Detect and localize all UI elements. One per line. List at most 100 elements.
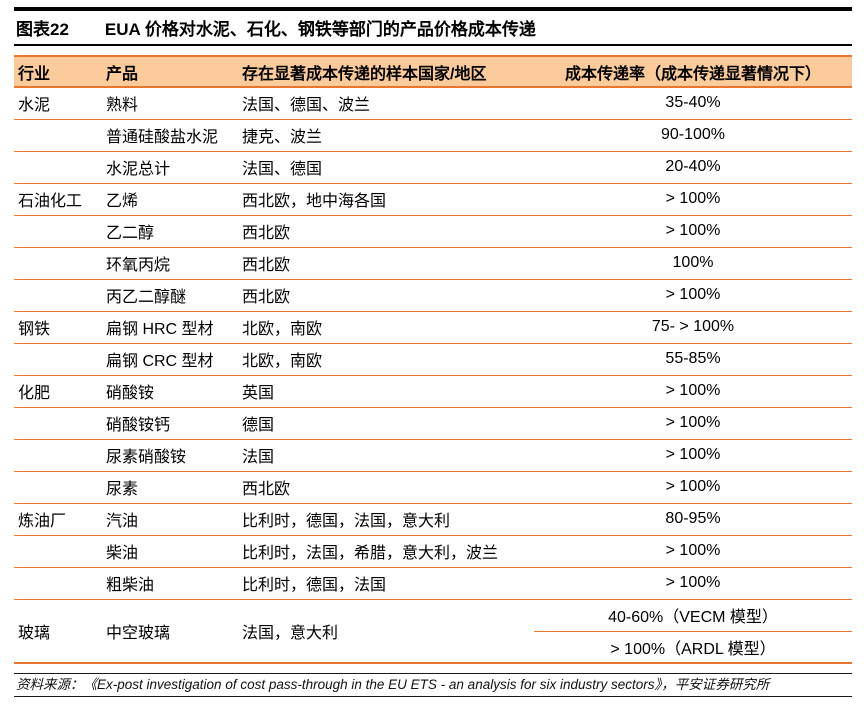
- table-body: 水泥 熟料 法国、德国、波兰 35-40% 普通硅酸盐水泥 捷克、波兰 90-1…: [14, 87, 852, 664]
- cell-product: 水泥总计: [102, 151, 238, 184]
- cell-regions: 西北欧: [238, 247, 534, 280]
- table-row-glass-ardl: > 100%（ARDL 模型）: [14, 631, 852, 663]
- cell-regions: 西北欧: [238, 279, 534, 312]
- table-row: 硝酸铵钙 德国 > 100%: [14, 407, 852, 440]
- cell-industry: [14, 119, 102, 152]
- cell-industry: 钢铁: [14, 311, 102, 344]
- cell-regions: 法国: [238, 439, 534, 472]
- table-row: 丙乙二醇醚 西北欧 > 100%: [14, 279, 852, 312]
- cell-rate: > 100%: [534, 439, 852, 472]
- table-row: 普通硅酸盐水泥 捷克、波兰 90-100%: [14, 119, 852, 152]
- cell-industry: [14, 151, 102, 184]
- table-row: 环氧丙烷 西北欧 100%: [14, 247, 852, 280]
- column-header-regions: 存在显著成本传递的样本国家/地区: [238, 55, 534, 88]
- cell-regions: 法国、德国: [238, 151, 534, 184]
- cell-product: 乙二醇: [102, 215, 238, 248]
- source-top-rule: [14, 673, 852, 674]
- cell-rate: 55-85%: [534, 343, 852, 376]
- cell-regions: 比利时，德国，法国，意大利: [238, 503, 534, 536]
- cell-product: 环氧丙烷: [102, 247, 238, 280]
- table-row: 柴油 比利时，法国，希腊，意大利，波兰 > 100%: [14, 535, 852, 568]
- table-row: 炼油厂 汽油 比利时，德国，法国，意大利 80-95%: [14, 503, 852, 536]
- table-row: 化肥 硝酸铵 英国 > 100%: [14, 375, 852, 408]
- cell-product: 中空玻璃: [102, 599, 238, 664]
- cell-industry: 玻璃: [14, 599, 102, 664]
- cell-industry: [14, 279, 102, 312]
- cell-product: 扁钢 CRC 型材: [102, 343, 238, 376]
- table-row: 尿素硝酸铵 法国 > 100%: [14, 439, 852, 472]
- cell-rate: 20-40%: [534, 151, 852, 184]
- cell-industry: 水泥: [14, 87, 102, 120]
- cell-rate: > 100%: [534, 535, 852, 568]
- cell-rate: 90-100%: [534, 119, 852, 152]
- cell-product: 扁钢 HRC 型材: [102, 311, 238, 344]
- table-row: 石油化工 乙烯 西北欧，地中海各国 > 100%: [14, 183, 852, 216]
- cell-industry: [14, 471, 102, 504]
- cell-regions: 北欧，南欧: [238, 311, 534, 344]
- cell-rate: 80-95%: [534, 503, 852, 536]
- report-exhibit-page: 图表22 EUA 价格对水泥、石化、钢铁等部门的产品价格成本传递 行业 产品 存…: [14, 7, 852, 697]
- cell-rate: > 100%: [534, 183, 852, 216]
- cell-rate: > 100%: [534, 471, 852, 504]
- cell-product: 汽油: [102, 503, 238, 536]
- cell-product: 硝酸铵: [102, 375, 238, 408]
- column-header-product: 产品: [102, 55, 238, 88]
- table-row: 粗柴油 比利时，德国，法国 > 100%: [14, 567, 852, 600]
- cell-product: 尿素: [102, 471, 238, 504]
- cell-regions: 西北欧，地中海各国: [238, 183, 534, 216]
- cell-regions: 捷克、波兰: [238, 119, 534, 152]
- cell-product: 乙烯: [102, 183, 238, 216]
- cell-regions: 英国: [238, 375, 534, 408]
- table-header: 行业 产品 存在显著成本传递的样本国家/地区 成本传递率（成本传递显著情况下）: [14, 55, 852, 88]
- source-bottom-rule: [14, 696, 852, 697]
- cell-rate: > 100%: [534, 279, 852, 312]
- cell-product: 粗柴油: [102, 567, 238, 600]
- cell-industry: [14, 407, 102, 440]
- table-row: 扁钢 CRC 型材 北欧，南欧 55-85%: [14, 343, 852, 376]
- cell-product: 普通硅酸盐水泥: [102, 119, 238, 152]
- cell-rate: > 100%: [534, 567, 852, 600]
- source-block: 资料来源：《Ex-post investigation of cost pass…: [14, 673, 852, 697]
- cell-rate: > 100%: [534, 407, 852, 440]
- cell-industry: [14, 247, 102, 280]
- cell-industry: [14, 439, 102, 472]
- source-note: 资料来源：《Ex-post investigation of cost pass…: [16, 677, 770, 692]
- table-header-row: 行业 产品 存在显著成本传递的样本国家/地区 成本传递率（成本传递显著情况下）: [14, 55, 852, 88]
- cell-rate-vecm: 40-60%（VECM 模型）: [534, 599, 852, 632]
- top-rule: [14, 7, 852, 11]
- cell-regions: 比利时，法国，希腊，意大利，波兰: [238, 535, 534, 568]
- cell-regions: 德国: [238, 407, 534, 440]
- cell-rate: 100%: [534, 247, 852, 280]
- table-row: 水泥总计 法国、德国 20-40%: [14, 151, 852, 184]
- cell-rate: 75- > 100%: [534, 311, 852, 344]
- cell-industry: [14, 343, 102, 376]
- column-header-rate: 成本传递率（成本传递显著情况下）: [534, 55, 852, 88]
- cell-rate: 35-40%: [534, 87, 852, 120]
- column-header-industry: 行业: [14, 55, 102, 88]
- cell-regions: 西北欧: [238, 471, 534, 504]
- cell-rate: > 100%: [534, 215, 852, 248]
- figure-header: 图表22 EUA 价格对水泥、石化、钢铁等部门的产品价格成本传递: [14, 11, 852, 44]
- cell-industry: 化肥: [14, 375, 102, 408]
- cell-regions: 北欧，南欧: [238, 343, 534, 376]
- title-underline: [14, 44, 852, 46]
- cell-product: 丙乙二醇醚: [102, 279, 238, 312]
- cell-rate-ardl: > 100%（ARDL 模型）: [610, 640, 776, 658]
- cell-product: 硝酸铵钙: [102, 407, 238, 440]
- cell-industry: [14, 567, 102, 600]
- cell-industry: 炼油厂: [14, 503, 102, 536]
- cell-regions: 法国，意大利: [238, 599, 534, 664]
- cell-product: 柴油: [102, 535, 238, 568]
- cell-product: 熟料: [102, 87, 238, 120]
- table-row: 尿素 西北欧 > 100%: [14, 471, 852, 504]
- table-row: 钢铁 扁钢 HRC 型材 北欧，南欧 75- > 100%: [14, 311, 852, 344]
- cell-regions: 西北欧: [238, 215, 534, 248]
- cell-industry: 石油化工: [14, 183, 102, 216]
- cell-regions: 比利时，德国，法国: [238, 567, 534, 600]
- table-row: 水泥 熟料 法国、德国、波兰 35-40%: [14, 87, 852, 120]
- cell-product: 尿素硝酸铵: [102, 439, 238, 472]
- cost-passthrough-table: 行业 产品 存在显著成本传递的样本国家/地区 成本传递率（成本传递显著情况下） …: [14, 55, 852, 664]
- cell-industry: [14, 535, 102, 568]
- table-row-glass-vecm: 玻璃 中空玻璃 法国，意大利 40-60%（VECM 模型）: [14, 599, 852, 664]
- figure-title: EUA 价格对水泥、石化、钢铁等部门的产品价格成本传递: [104, 20, 536, 39]
